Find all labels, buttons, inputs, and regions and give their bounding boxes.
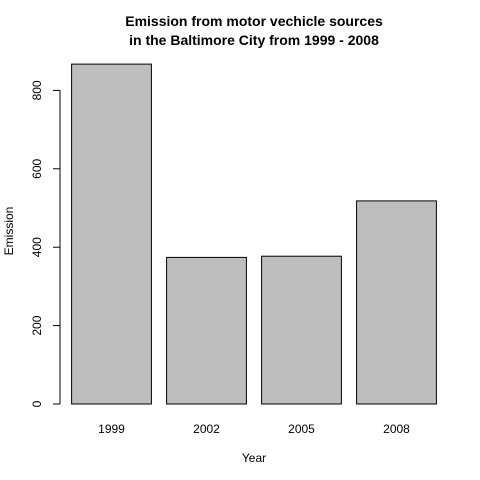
x-axis-title: Year — [242, 451, 266, 465]
y-tick-label-600: 600 — [30, 158, 44, 178]
bar-2008 — [356, 200, 437, 405]
bar-2005 — [261, 255, 342, 405]
y-tick-label-400: 400 — [30, 237, 44, 257]
y-tick-label-800: 800 — [30, 80, 44, 100]
x-tick-label-2005: 2005 — [288, 422, 315, 436]
bar-group — [71, 63, 437, 405]
y-axis-title: Emission — [2, 207, 16, 256]
x-axis-labels: 1999 2002 2005 2008 — [98, 422, 410, 436]
y-tick-label-0: 0 — [30, 400, 44, 407]
x-tick-label-2008: 2008 — [383, 422, 410, 436]
bar-1999 — [71, 63, 152, 405]
y-tick-label-200: 200 — [30, 315, 44, 335]
y-axis: 0 200 400 600 800 — [30, 80, 61, 407]
chart-title-line-2: in the Baltimore City from 1999 - 2008 — [129, 32, 379, 48]
bar-2002 — [166, 256, 247, 405]
x-tick-label-2002: 2002 — [193, 422, 220, 436]
chart-title-line-1: Emission from motor vechicle sources — [125, 13, 383, 29]
x-tick-label-1999: 1999 — [98, 422, 125, 436]
